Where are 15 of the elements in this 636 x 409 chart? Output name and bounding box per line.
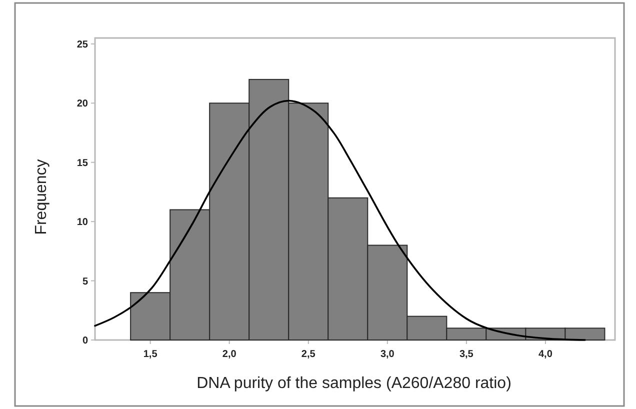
y-tick-label: 10 xyxy=(76,217,88,228)
x-axis-title: DNA purity of the samples (A260/A280 ratio) xyxy=(196,375,512,392)
x-tick-label: 2,5 xyxy=(301,349,316,360)
y-tick-label: 0 xyxy=(82,336,88,346)
y-axis-title: Frequency xyxy=(33,159,50,235)
y-tick-label: 5 xyxy=(82,276,88,288)
line-series xyxy=(94,100,586,341)
y-tick-label: 20 xyxy=(76,98,88,110)
x-tick-label: 2,0 xyxy=(222,349,237,360)
y-tick-label: 15 xyxy=(76,158,88,169)
x-tick-label: 4,0 xyxy=(538,349,553,360)
x-tick-label: 3,5 xyxy=(459,349,474,360)
y-tick-label: 25 xyxy=(76,39,88,50)
x-tick-label: 1,5 xyxy=(143,349,158,360)
x-tick-label: 3,0 xyxy=(380,349,395,360)
